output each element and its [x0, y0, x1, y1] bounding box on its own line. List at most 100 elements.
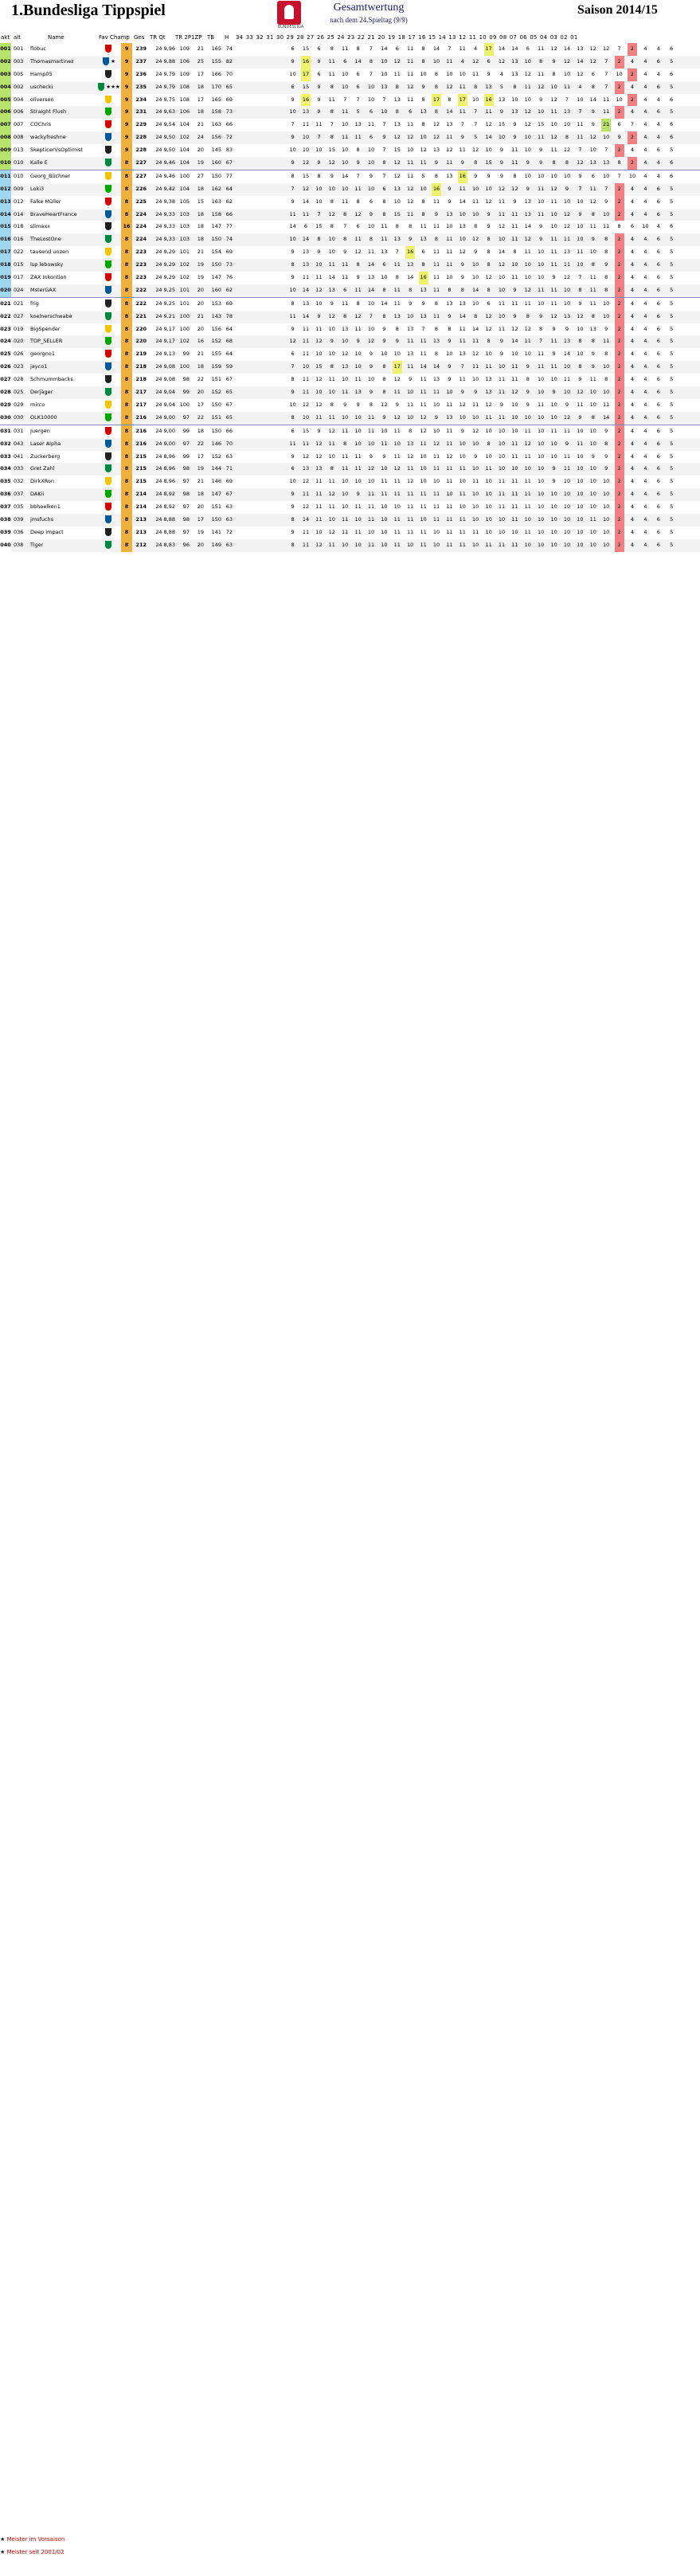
- matchday-cell: 11: [472, 363, 479, 370]
- one-point-count: 24: [197, 134, 204, 141]
- matchday-cell: 10: [367, 185, 375, 192]
- matchday-cell: 6: [656, 249, 660, 256]
- matchday-cell: 5: [670, 478, 674, 485]
- matchday-cell: 11: [432, 223, 440, 230]
- two-point-count: 101: [179, 286, 190, 293]
- matchday-cell: 5: [670, 325, 674, 332]
- favorite-team-icon: [97, 131, 121, 144]
- matchday-cell: 8: [552, 159, 556, 166]
- matchday-cell: 13: [393, 236, 401, 243]
- matchday-cell: 10: [407, 413, 414, 421]
- matchday-cell: 12: [420, 413, 427, 421]
- matchday-cell: 12: [315, 338, 323, 345]
- matchday-cell: 9: [317, 249, 321, 256]
- matchday-points: 9 11 10 12 11 11 10 10 11 11 11 10 11 11 11 10 10 10 11 10 1…: [236, 526, 682, 539]
- matchday-cell: 5: [670, 198, 674, 205]
- matchday-cell: 11: [407, 45, 414, 52]
- matchday-cell: 15: [302, 83, 310, 90]
- tendency-count: 150: [211, 515, 221, 523]
- matchday-cell: 14: [302, 286, 310, 293]
- matchday-cell: 9: [448, 312, 452, 319]
- matchday-cell: 11: [459, 528, 466, 535]
- matchday-cell: 14: [432, 45, 440, 52]
- total-points: 213: [135, 528, 147, 535]
- wins-cell: 8: [121, 310, 132, 323]
- total-points: 215: [135, 452, 147, 460]
- matchday-cell: 10: [328, 452, 335, 460]
- player-name: DirkXRon: [30, 478, 55, 485]
- matchday-cell: 10: [524, 541, 531, 548]
- matchday-cell: 8: [382, 376, 386, 383]
- prev-rank-cell: 019: [14, 325, 24, 332]
- tip-ratio: 24 8,88: [155, 515, 175, 523]
- matchday-cell: 8: [395, 223, 399, 230]
- matchday-cell: 8: [395, 108, 399, 115]
- wins-cell: 16: [121, 221, 132, 234]
- matchday-cell: 8: [343, 440, 347, 447]
- one-point-count: 18: [197, 491, 204, 498]
- matchday-cell: 11: [381, 236, 388, 243]
- matchday-cell: 13: [407, 440, 414, 447]
- matchday-cell: 11: [511, 159, 518, 166]
- rank-cell: 013: [0, 195, 11, 209]
- matchday-cell: 10: [550, 401, 557, 408]
- matchday-cell: 6: [656, 389, 660, 396]
- matchday-cell: 4: [630, 261, 635, 268]
- tendency-count: 152: [211, 338, 221, 345]
- column-header: akt alt Name Fav Champ Ges TR Qt TR 2P 1…: [0, 33, 700, 43]
- one-point-count: 20: [197, 299, 204, 307]
- matchday-cell: 9: [487, 210, 491, 217]
- matchday-cell: 9: [604, 325, 608, 332]
- matchday-cell: 10: [315, 389, 323, 396]
- one-point-count: 21: [197, 312, 204, 319]
- matchday-cell: 8: [487, 440, 491, 447]
- player-name: Laser Alpha: [30, 440, 61, 447]
- matchday-cell: 10: [577, 427, 584, 434]
- total-points: 220: [135, 325, 147, 332]
- matchday-cell: 10: [511, 401, 518, 408]
- matchday-cell: 12: [498, 223, 506, 230]
- matchday-cell: 9: [460, 389, 464, 396]
- matchday-cell: 11: [563, 452, 571, 460]
- matchday-cell: 2: [614, 233, 624, 247]
- wins-cell: 8: [121, 246, 132, 260]
- matchday-cell: 10: [524, 274, 531, 281]
- matchday-points: 8 10 11 11 10 10 11 9 12 10 12 9 13 10 10 11 11 10 10 10 10 1…: [236, 411, 682, 425]
- team-crest-icon: [105, 452, 111, 460]
- matchday-cell: 11: [315, 121, 323, 128]
- matchday-cell: 9: [499, 108, 504, 115]
- two-point-count: 98: [182, 376, 190, 383]
- matchday-cell: 16: [301, 55, 311, 69]
- matchday-cell: 10: [472, 299, 479, 307]
- matchday-cell: 12: [485, 198, 492, 205]
- matchday-cell: 10: [289, 401, 296, 408]
- matchday-cell: 12: [407, 83, 414, 90]
- matchday-cell: 11: [302, 338, 310, 345]
- matchday-cell: 10: [367, 299, 375, 307]
- matchday-cell: 10: [589, 427, 596, 434]
- matchday-cell: 8: [604, 286, 608, 293]
- prev-rank-cell: 008: [14, 134, 24, 141]
- matchday-cell: 10: [511, 261, 518, 268]
- tendency-count: 147: [211, 274, 221, 281]
- matchday-cell: 10: [577, 478, 584, 485]
- matchday-cell: 8: [317, 172, 321, 179]
- matchday-cell: 2: [628, 157, 637, 170]
- matchday-cell: 12: [498, 185, 506, 192]
- matchday-cell: 5: [670, 147, 674, 154]
- matchday-cell: 13: [302, 249, 310, 256]
- matchday-cell: 9: [539, 147, 543, 154]
- matchday-cell: 10: [315, 185, 323, 192]
- matchday-cell: 11: [393, 286, 401, 293]
- two-point-count: 99: [182, 452, 190, 460]
- tendency-count: 152: [211, 389, 221, 396]
- matchday-cell: 6: [291, 465, 295, 472]
- team-crest-icon: [105, 426, 111, 435]
- table-row: 038 039 jmsfuchs 8 213 24 8,88 98 17 150 63 8 14 11 1…: [0, 513, 700, 527]
- matchday-cell: 9: [539, 223, 543, 230]
- matchday-cell: 11: [511, 363, 518, 370]
- matchday-cell: 11: [342, 274, 349, 281]
- player-name: jayco1: [30, 363, 48, 370]
- prev-rank-cell: 027: [14, 312, 24, 319]
- matchday-cell: 11: [446, 478, 453, 485]
